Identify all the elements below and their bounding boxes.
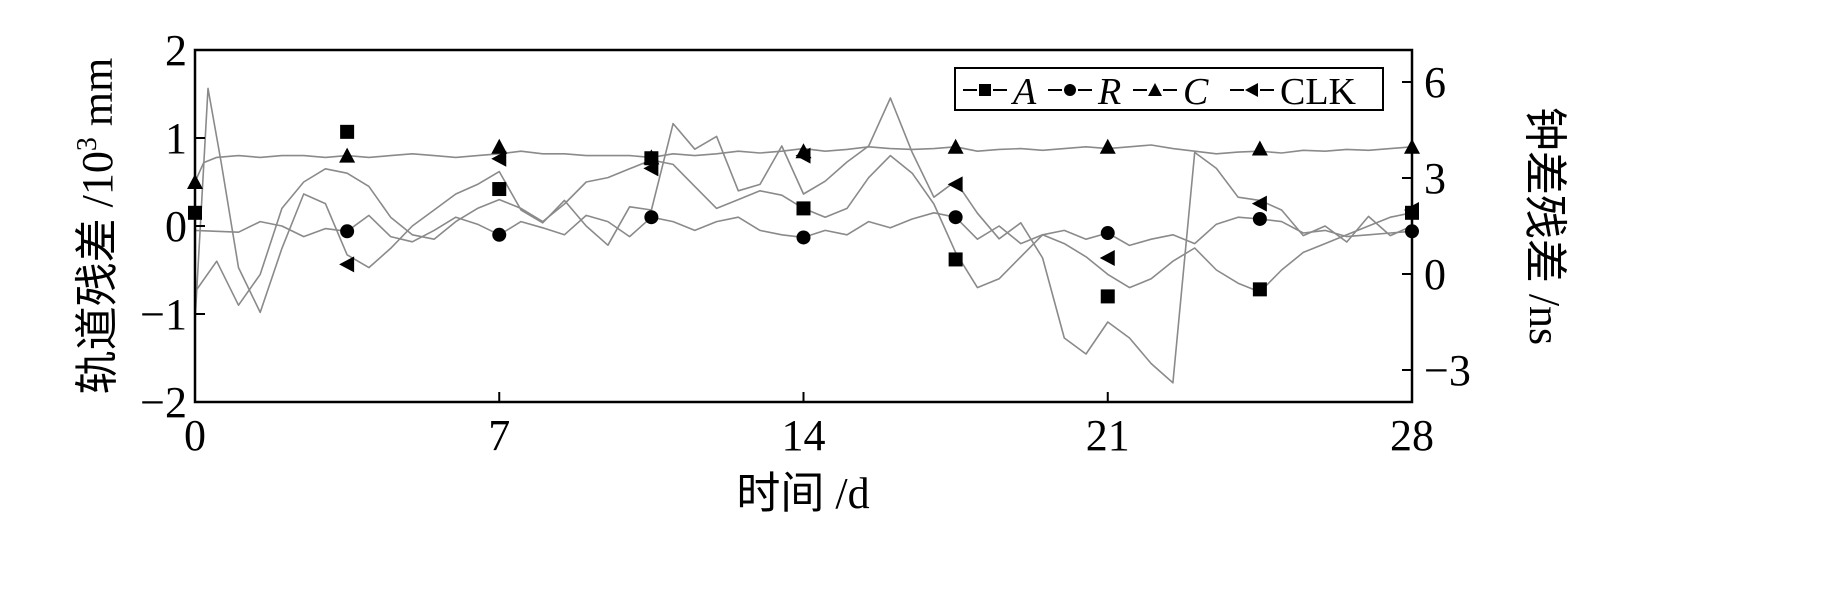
legend-label-a: A (1010, 71, 1037, 113)
y-left-tick-label: 1 (165, 114, 187, 163)
marker-r (948, 210, 963, 225)
x-tick-label: 0 (184, 411, 206, 460)
marker-c (1099, 138, 1116, 154)
x-tick-label: 14 (782, 411, 826, 460)
y-right-tick-label: −3 (1424, 346, 1471, 395)
marker-clk (947, 176, 963, 193)
marker-a (1252, 282, 1267, 297)
marker-a (1100, 289, 1115, 304)
marker-clk (795, 147, 811, 164)
x-tick-label: 28 (1390, 411, 1434, 460)
y-axis-label-left: 轨道残差 /103 mm (72, 58, 122, 395)
legend-label-clk: CLK (1280, 71, 1357, 113)
legend-items: A R C CLK (963, 71, 1357, 113)
marker-r (340, 224, 355, 239)
marker-r (644, 210, 659, 225)
marker-a (492, 182, 507, 197)
y-left-tick-label: −1 (140, 290, 187, 339)
x-tick-label: 21 (1086, 411, 1130, 460)
legend-marker-a (979, 84, 991, 96)
y-left-tick-label: 0 (165, 202, 187, 251)
legend-marker-clk (1245, 83, 1258, 97)
marker-c (491, 138, 508, 154)
marker-clk (643, 160, 659, 177)
y-right-tick-label: 6 (1424, 58, 1446, 107)
marker-r (796, 230, 811, 245)
series-line-c (194, 144, 1413, 183)
marker-a (948, 252, 963, 267)
marker-c (947, 138, 964, 154)
y-left-tick-label: 2 (165, 26, 187, 75)
series-line-a (194, 154, 1413, 307)
legend-label-r: R (1097, 71, 1121, 113)
marker-c (1251, 140, 1268, 156)
y-right-tick-label: 0 (1424, 250, 1446, 299)
series-line-clk (194, 87, 1413, 384)
legend: A R C CLK (954, 67, 1384, 113)
marker-clk (1251, 195, 1267, 212)
marker-clk (339, 256, 355, 273)
marker-r (1100, 226, 1115, 241)
marker-clk (1099, 250, 1115, 266)
marker-a (340, 124, 355, 139)
marker-r (492, 227, 507, 242)
marker-clk (491, 150, 507, 167)
y-right-tick-label: 3 (1424, 154, 1446, 203)
legend-marker-c (1148, 83, 1162, 96)
marker-r (1252, 211, 1267, 226)
x-axis-label: 时间 /d (736, 469, 869, 518)
marker-a (796, 201, 811, 216)
y-axis-label-left-sup: 3 (72, 137, 103, 151)
y-axis-label-left-prefix: 轨道残差 /10 (73, 151, 122, 394)
x-tick-label: 7 (488, 411, 510, 460)
y-left-tick-label: −2 (140, 378, 187, 427)
legend-label-c: C (1183, 71, 1209, 113)
marker-c (643, 149, 660, 165)
y-axis-label-left-suffix: mm (73, 58, 122, 137)
marker-c (339, 147, 356, 163)
series-markers (187, 124, 1420, 304)
y-axis-label-right: 钟差残差 /ns (1520, 107, 1569, 345)
legend-marker-r (1064, 84, 1076, 96)
